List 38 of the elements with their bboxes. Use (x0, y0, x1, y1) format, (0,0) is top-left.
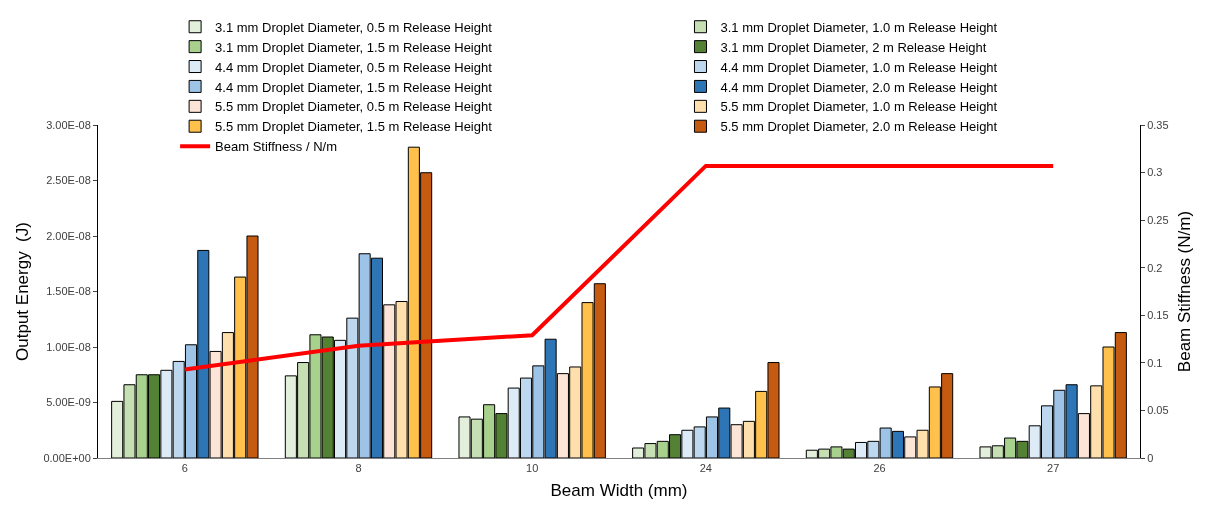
x-tick-label: 26 (873, 462, 886, 475)
y2-axis-title: Beam Stiffness (N/m) (1175, 210, 1195, 373)
x-tick-label: 10 (526, 462, 539, 475)
y-tick-label: 1.00E-08 (46, 340, 91, 353)
legend-label: 5.5 mm Droplet Diameter, 0.5 m Release Height (215, 99, 493, 115)
y2-tick-label: 0.35 (1147, 118, 1169, 131)
y-tick-label: 0.00E+00 (43, 451, 91, 464)
x-tick-label: 27 (1047, 462, 1060, 475)
legend-label: 5.5 mm Droplet Diameter, 2.0 m Release Height (720, 119, 998, 135)
y2-tick-label: 0.05 (1147, 404, 1169, 417)
y-tick-label: 2.00E-08 (46, 229, 91, 242)
y-tick-label: 2.50E-08 (46, 174, 91, 187)
legend-label: 3.1 mm Droplet Diameter, 0.5 m Release Height (215, 19, 493, 35)
legend-label: 4.4 mm Droplet Diameter, 0.5 m Release Height (215, 59, 493, 75)
line-series (182, 163, 1056, 372)
y-axis-title: Output Energy (J) (12, 222, 32, 361)
legend-label: 5.5 mm Droplet Diameter, 1.5 m Release Height (215, 119, 493, 135)
x-tick-label: 6 (181, 462, 188, 475)
legend-label: 3.1 mm Droplet Diameter, 2 m Release Height (720, 39, 987, 55)
legend-label: 3.1 mm Droplet Diameter, 1.5 m Release Height (215, 39, 493, 55)
y-tick-label: 1.50E-08 (46, 285, 91, 298)
legend-label: 3.1 mm Droplet Diameter, 1.0 m Release Height (720, 19, 998, 35)
legend-label: Beam Stiffness / N/m (215, 139, 337, 155)
y-tick-label: 3.00E-08 (46, 118, 91, 131)
x-tick-label: 24 (699, 462, 712, 475)
x-tick-label: 8 (355, 462, 362, 475)
y2-tick-label: 0.15 (1147, 309, 1169, 322)
y2-tick-label: 0.2 (1147, 261, 1163, 274)
y2-tick-label: 0.3 (1147, 166, 1163, 179)
legend-label: 4.4 mm Droplet Diameter, 1.0 m Release Height (720, 59, 998, 75)
y-tick-label: 5.00E-09 (46, 396, 91, 409)
legend-label: 4.4 mm Droplet Diameter, 2.0 m Release Height (720, 79, 998, 95)
y2-tick-label: 0 (1147, 451, 1154, 464)
legend-label: 4.4 mm Droplet Diameter, 1.5 m Release Height (215, 79, 493, 95)
y2-tick-label: 0.25 (1147, 213, 1169, 226)
x-axis-title: Beam Width (mm) (550, 480, 688, 500)
legend-label: 5.5 mm Droplet Diameter, 1.0 m Release Height (720, 99, 998, 115)
y2-tick-label: 0.1 (1147, 356, 1163, 369)
